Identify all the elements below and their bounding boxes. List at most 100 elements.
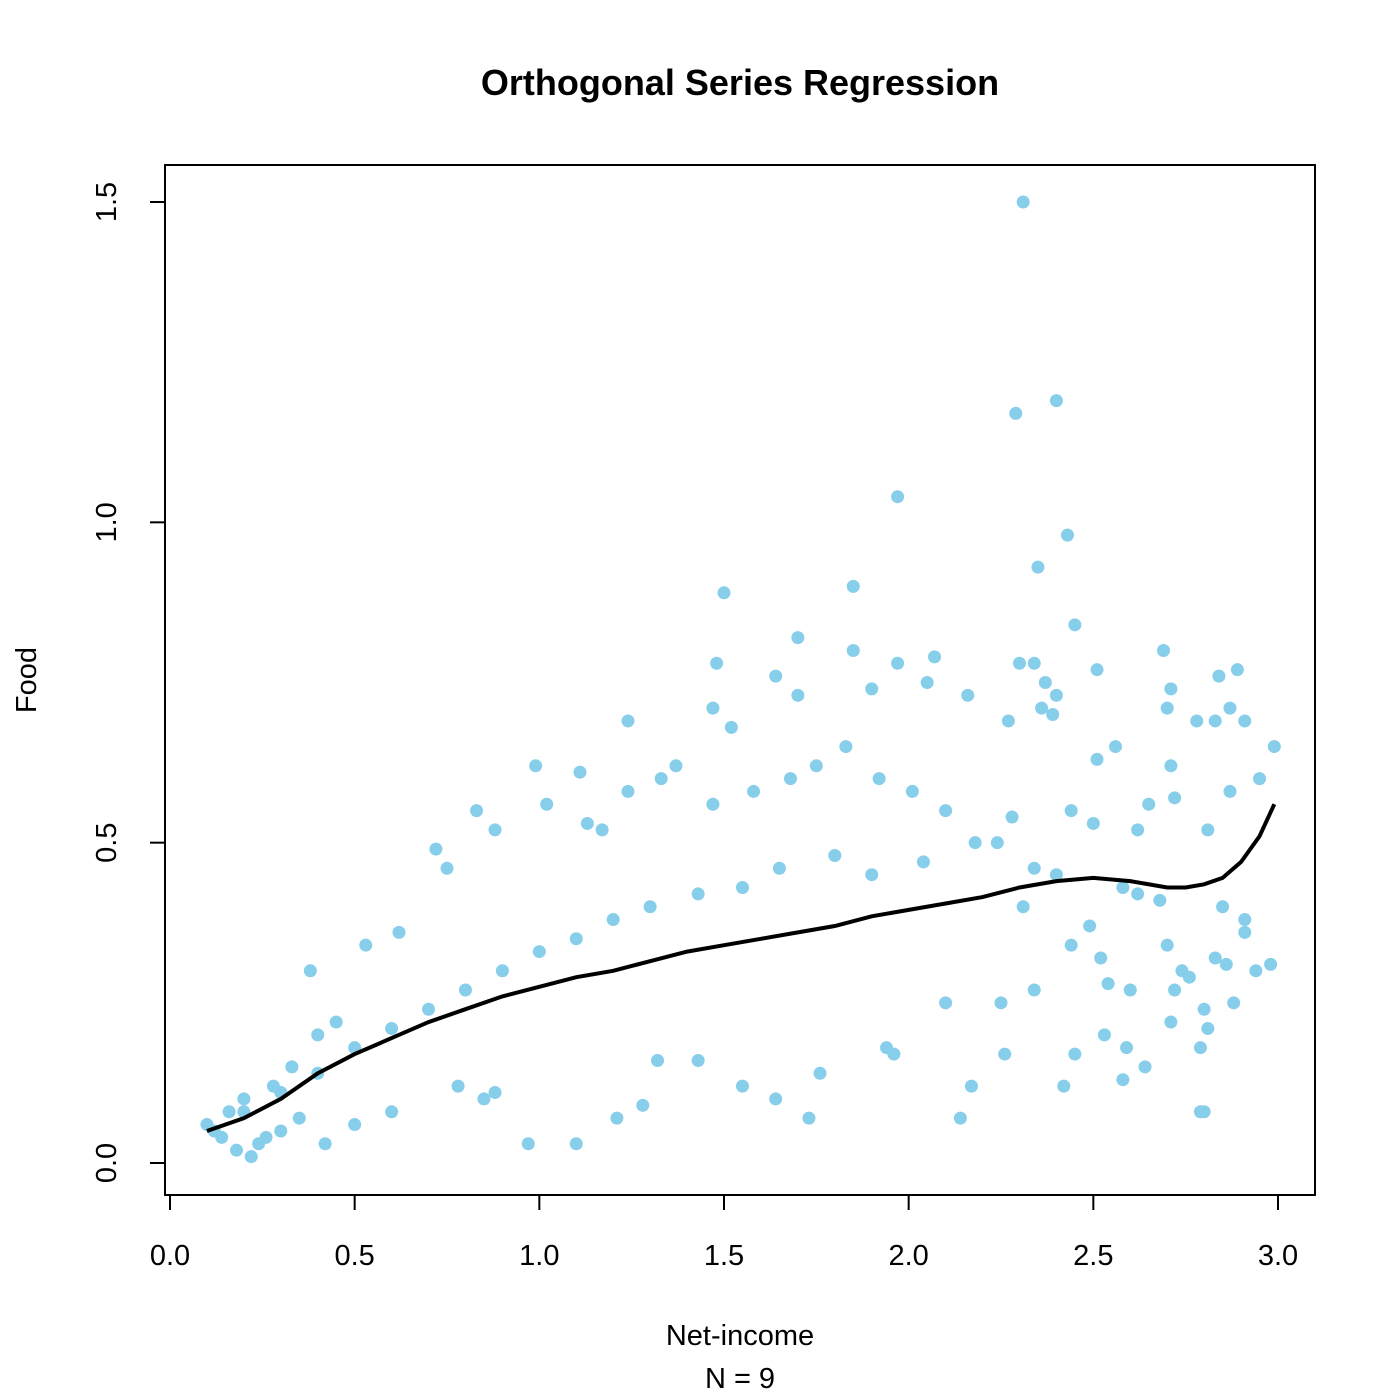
data-point xyxy=(1153,893,1167,907)
data-point xyxy=(252,1137,266,1151)
data-point xyxy=(1016,900,1030,914)
data-point xyxy=(292,1111,306,1125)
data-point xyxy=(1068,618,1082,632)
data-point xyxy=(772,861,786,875)
y-axis: 0.0 0.5 1.0 1.5 xyxy=(91,182,166,1183)
data-point xyxy=(1227,996,1241,1010)
x-tick-label: 1.0 xyxy=(519,1240,559,1272)
data-point xyxy=(1164,1015,1178,1029)
data-point xyxy=(569,932,583,946)
data-point xyxy=(595,823,609,837)
data-point xyxy=(994,996,1008,1010)
data-point xyxy=(1160,701,1174,715)
data-point xyxy=(606,913,620,927)
data-point xyxy=(540,797,554,811)
data-point xyxy=(1223,701,1237,715)
data-point xyxy=(1046,708,1060,722)
data-point xyxy=(735,881,749,895)
data-point xyxy=(783,772,797,786)
data-point xyxy=(521,1137,535,1151)
data-point xyxy=(651,1053,665,1067)
x-tick-label: 2.5 xyxy=(1073,1240,1113,1272)
data-point xyxy=(1120,1041,1134,1055)
data-point xyxy=(573,765,587,779)
data-point xyxy=(1090,663,1104,677)
data-point xyxy=(348,1118,362,1132)
data-point xyxy=(1131,887,1145,901)
data-point xyxy=(1212,669,1226,683)
data-point xyxy=(828,848,842,862)
data-point xyxy=(964,1079,978,1093)
data-point xyxy=(1094,951,1108,965)
data-point xyxy=(329,1015,343,1029)
data-point xyxy=(724,720,738,734)
data-point xyxy=(422,1002,436,1016)
data-point xyxy=(791,688,805,702)
data-point xyxy=(1230,663,1244,677)
data-point xyxy=(1035,701,1049,715)
data-point xyxy=(244,1150,258,1164)
y-tick-label: 1.0 xyxy=(91,502,123,542)
data-point xyxy=(1064,804,1078,818)
data-point xyxy=(495,964,509,978)
plot-frame xyxy=(164,164,1316,1196)
data-point xyxy=(569,1137,583,1151)
data-point xyxy=(1208,951,1222,965)
data-point xyxy=(1027,861,1041,875)
data-point xyxy=(1264,957,1278,971)
data-point xyxy=(939,804,953,818)
data-point xyxy=(1138,1060,1152,1074)
data-point xyxy=(691,1053,705,1067)
x-axis-sublabel: N = 9 xyxy=(705,1363,775,1395)
data-point xyxy=(222,1105,236,1119)
data-point xyxy=(1238,714,1252,728)
x-tick-label: 1.5 xyxy=(704,1240,744,1272)
data-point xyxy=(916,855,930,869)
data-point xyxy=(1116,881,1130,895)
data-point xyxy=(706,701,720,715)
data-point xyxy=(318,1137,332,1151)
data-point xyxy=(636,1098,650,1112)
data-point xyxy=(1238,913,1252,927)
data-point xyxy=(621,714,635,728)
data-point xyxy=(1101,977,1115,991)
data-point xyxy=(1090,752,1104,766)
data-point xyxy=(1068,1047,1082,1061)
data-point xyxy=(359,938,373,952)
data-point xyxy=(953,1111,967,1125)
data-point xyxy=(735,1079,749,1093)
data-point xyxy=(311,1028,325,1042)
x-axis-label: Net-income xyxy=(666,1320,814,1352)
data-point xyxy=(669,759,683,773)
data-point xyxy=(1116,1073,1130,1087)
data-point xyxy=(529,759,543,773)
data-point xyxy=(961,688,975,702)
data-point xyxy=(1193,1105,1207,1119)
data-point xyxy=(1031,560,1045,574)
data-point xyxy=(846,579,860,593)
x-tick-label: 3.0 xyxy=(1258,1240,1298,1272)
data-point xyxy=(1160,938,1174,952)
data-point xyxy=(1201,1021,1215,1035)
data-point xyxy=(710,656,724,670)
data-point xyxy=(477,1092,491,1106)
data-point xyxy=(429,842,443,856)
x-tick-label: 0.0 xyxy=(150,1240,190,1272)
y-axis-label: Food xyxy=(11,647,43,713)
data-point xyxy=(458,983,472,997)
data-point xyxy=(1001,714,1015,728)
data-point xyxy=(717,586,731,600)
data-point xyxy=(392,925,406,939)
data-point xyxy=(1267,740,1281,754)
data-point xyxy=(1164,759,1178,773)
data-point xyxy=(1064,938,1078,952)
data-point xyxy=(1027,983,1041,997)
y-tick-label: 1.5 xyxy=(91,182,123,222)
data-point xyxy=(1168,791,1182,805)
data-point xyxy=(1208,714,1222,728)
data-point xyxy=(1086,816,1100,830)
data-point xyxy=(488,1086,502,1100)
data-point xyxy=(1182,970,1196,984)
x-tick-label: 0.5 xyxy=(335,1240,375,1272)
